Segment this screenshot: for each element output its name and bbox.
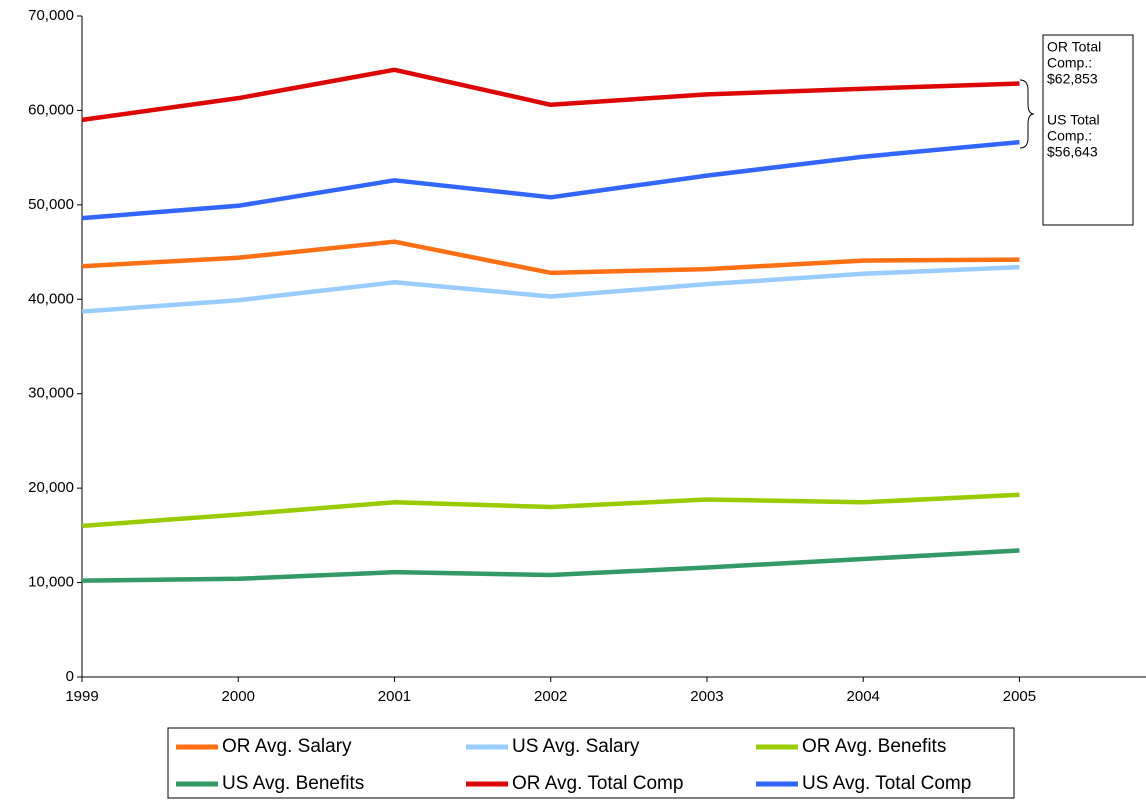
x-tick-label: 2002 xyxy=(534,688,567,705)
annotation-text: OR Total xyxy=(1047,39,1101,55)
y-tick-label: 30,000 xyxy=(28,385,74,402)
legend-label: OR Avg. Total Comp xyxy=(512,773,683,794)
series-line xyxy=(81,67,1020,123)
x-tick-label: 2005 xyxy=(1003,688,1036,705)
x-tick-label: 2003 xyxy=(690,688,723,705)
series-line xyxy=(81,139,1020,221)
annotation-text: Comp.: xyxy=(1047,55,1092,71)
x-tick-label: 2000 xyxy=(222,688,255,705)
annotation-text: Comp.: xyxy=(1047,128,1092,144)
y-tick-label: 0 xyxy=(66,668,74,685)
y-tick-label: 60,000 xyxy=(28,101,74,118)
y-tick-label: 10,000 xyxy=(28,574,74,591)
x-tick-label: 2004 xyxy=(847,688,880,705)
annotation-box xyxy=(1042,34,1134,226)
series-line xyxy=(81,548,1020,583)
legend-label: OR Avg. Salary xyxy=(222,736,352,757)
y-tick-label: 50,000 xyxy=(28,196,74,213)
annotation-text: $62,853 xyxy=(1047,71,1098,87)
x-tick-label: 1999 xyxy=(65,688,98,705)
x-tick-label: 2001 xyxy=(378,688,411,705)
y-tick-label: 40,000 xyxy=(28,290,74,307)
legend-label: US Avg. Benefits xyxy=(222,773,364,794)
y-tick-label: 20,000 xyxy=(28,479,74,496)
series-line xyxy=(81,492,1020,529)
legend-label: OR Avg. Benefits xyxy=(802,736,946,757)
legend-label: US Avg. Total Comp xyxy=(802,773,971,794)
brace xyxy=(1019,79,1035,149)
series-line xyxy=(81,239,1020,276)
annotation-text: US Total xyxy=(1047,112,1100,128)
legend-box xyxy=(167,727,1015,799)
annotation-text: $56,643 xyxy=(1047,144,1098,160)
legend-label: US Avg. Salary xyxy=(512,736,640,757)
y-tick-label: 70,000 xyxy=(28,7,74,24)
series-line xyxy=(81,264,1020,314)
